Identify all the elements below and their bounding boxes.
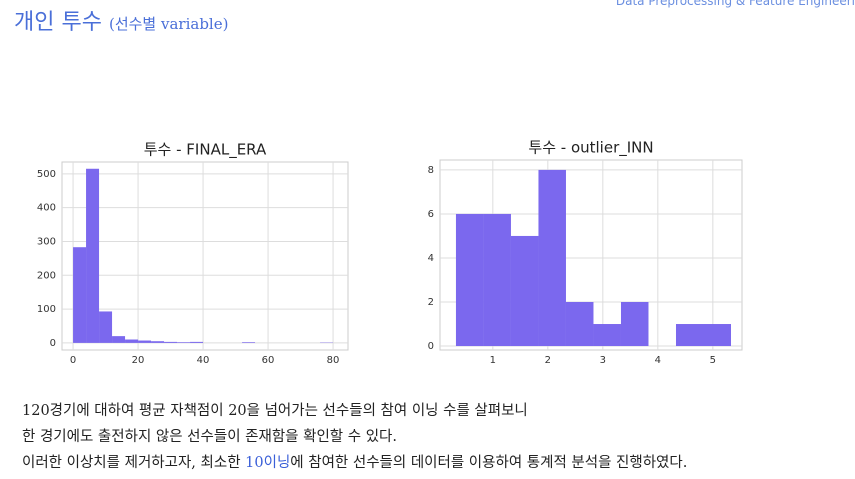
bar — [138, 340, 152, 343]
y-tick-label: 500 — [37, 169, 56, 180]
y-tick-label: 4 — [428, 253, 434, 264]
x-tick-label: 40 — [197, 355, 210, 366]
subtitle: (선수별 variable) — [108, 15, 229, 33]
bar — [565, 302, 594, 347]
chart-title: 투수 - outlier_INN — [528, 139, 653, 158]
x-tick-label: 60 — [262, 355, 275, 366]
y-tick-label: 0 — [428, 341, 434, 352]
bar — [99, 311, 113, 343]
plot-frame — [439, 159, 743, 351]
bar — [164, 341, 178, 343]
body-line: 한 경기에도 출전하지 않은 선수들이 존재함을 확인할 수 있다. — [22, 429, 397, 445]
y-tick-label: 0 — [50, 338, 56, 349]
body-part: 에 참여한 선수들의 데이터를 이용하여 통계적 분석을 진행하였다. — [290, 455, 688, 471]
section-label: Data Preprocessing & Feature Engineeri — [615, 0, 855, 8]
x-tick-label: 5 — [710, 355, 716, 366]
x-tick-label: 0 — [70, 355, 76, 366]
body-highlight: 10이닝 — [245, 455, 291, 471]
plot-frame — [61, 161, 349, 351]
bar — [242, 342, 256, 343]
y-tick-label: 200 — [37, 270, 56, 281]
y-tick-label: 300 — [37, 236, 56, 247]
x-tick-label: 20 — [132, 355, 145, 366]
bar — [190, 341, 204, 343]
bar — [620, 302, 649, 347]
bar — [483, 213, 511, 347]
y-tick-label: 400 — [37, 203, 56, 214]
bar — [538, 169, 566, 347]
y-tick-label: 100 — [37, 304, 56, 315]
body-part: 이러한 이상치를 제거하고자, 최소한 — [22, 455, 246, 471]
y-tick-label: 2 — [428, 297, 434, 308]
x-tick-label: 80 — [327, 355, 340, 366]
bar — [86, 168, 100, 343]
bar — [703, 324, 731, 347]
bar — [510, 235, 539, 347]
bar — [112, 336, 126, 343]
bar — [73, 247, 87, 343]
bar — [151, 341, 165, 343]
bar — [177, 342, 191, 343]
body-line: 120경기에 대하여 평균 자책점이 20을 넘어가는 선수들의 참여 이닝 수… — [22, 403, 528, 419]
x-tick-label: 4 — [655, 355, 661, 366]
x-tick-label: 3 — [600, 355, 606, 366]
y-tick-label: 6 — [428, 209, 434, 220]
title-text: 개인 투수 — [14, 10, 102, 35]
bar — [675, 324, 704, 347]
y-tick-label: 8 — [428, 165, 434, 176]
bar — [455, 213, 484, 347]
body-text: 120경기에 대하여 평균 자책점이 20을 넘어가는 선수들의 참여 이닝 수… — [22, 398, 687, 476]
bar — [593, 324, 621, 347]
body-line: 이러한 이상치를 제거하고자, 최소한 10이닝에 참여한 선수들의 데이터를 … — [22, 450, 687, 476]
x-tick-label: 1 — [490, 355, 496, 366]
chart-title: 투수 - FINAL_ERA — [144, 141, 267, 160]
slide-title: 개인 투수 (선수별 variable) — [14, 4, 228, 36]
x-tick-label: 2 — [545, 355, 551, 366]
bar — [125, 339, 139, 343]
